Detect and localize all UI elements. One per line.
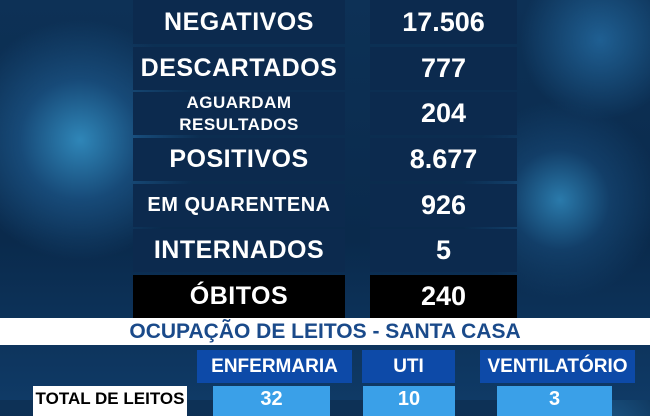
stat-label-line1: AGUARDAM <box>186 92 292 112</box>
stat-label: POSITIVOS <box>133 138 345 181</box>
stat-label: DESCARTADOS <box>133 47 345 90</box>
stat-label: ÓBITOS <box>133 275 345 318</box>
stat-value: 204 <box>370 92 517 135</box>
stat-value: 5 <box>370 229 517 272</box>
value-enfermaria: 32 <box>213 386 330 416</box>
beds-title: OCUPAÇÃO DE LEITOS - SANTA CASA <box>0 318 650 345</box>
column-header-ventilatorio: VENTILATÓRIO <box>480 350 635 383</box>
row-label-total-leitos: TOTAL DE LEITOS <box>33 386 187 416</box>
stat-value: 240 <box>370 275 517 318</box>
stat-value: 17.506 <box>370 0 517 44</box>
stat-label-line2: RESULTADOS <box>179 114 299 134</box>
value-ventilatorio: 3 <box>497 386 612 416</box>
stat-value: 926 <box>370 184 517 227</box>
stat-label: AGUARDAM RESULTADOS <box>133 92 345 135</box>
value-uti: 10 <box>363 386 455 416</box>
stat-label: EM QUARENTENA <box>133 184 345 227</box>
stat-label: INTERNADOS <box>133 229 345 272</box>
column-header-enfermaria: ENFERMARIA <box>197 350 352 383</box>
column-header-uti: UTI <box>362 350 455 383</box>
stat-value: 777 <box>370 47 517 90</box>
stat-label: NEGATIVOS <box>133 0 345 44</box>
stat-value: 8.677 <box>370 138 517 181</box>
